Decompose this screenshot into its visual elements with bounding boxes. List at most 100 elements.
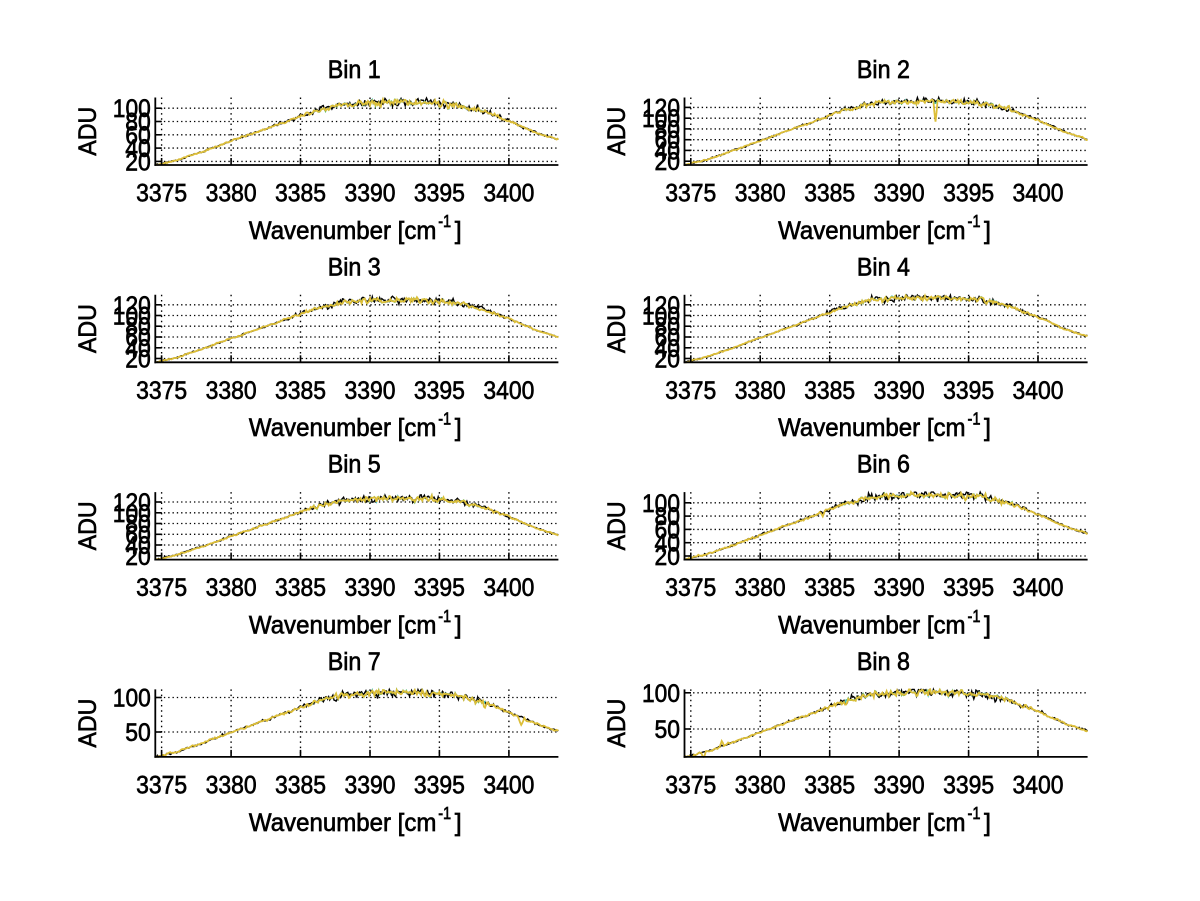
svg-text:40: 40 (655, 137, 681, 165)
svg-text:-1: -1 (438, 211, 451, 231)
svg-text:]: ] (984, 612, 991, 640)
svg-text:3395: 3395 (414, 574, 465, 602)
svg-text:Bin 1: Bin 1 (328, 56, 381, 84)
svg-text:120: 120 (113, 292, 151, 320)
svg-text:60: 60 (125, 122, 151, 150)
svg-text:ADU: ADU (74, 501, 102, 550)
svg-text:3380: 3380 (735, 377, 786, 405)
svg-text:100: 100 (113, 303, 151, 331)
svg-text:3375: 3375 (665, 377, 716, 405)
svg-text:3380: 3380 (735, 574, 786, 602)
svg-text:3375: 3375 (136, 180, 187, 208)
svg-text:3390: 3390 (874, 377, 925, 405)
svg-text:3380: 3380 (206, 180, 257, 208)
svg-text:3395: 3395 (943, 180, 994, 208)
svg-text:]: ] (984, 217, 991, 245)
svg-text:20: 20 (125, 346, 151, 374)
svg-text:Wavenumber [cm: Wavenumber [cm (249, 612, 437, 640)
svg-text:]: ] (984, 809, 991, 837)
svg-text:3400: 3400 (1013, 377, 1064, 405)
svg-text:3390: 3390 (345, 772, 396, 800)
svg-text:40: 40 (125, 532, 151, 560)
svg-text:120: 120 (113, 489, 151, 517)
svg-text:20: 20 (655, 543, 681, 571)
svg-text:20: 20 (125, 543, 151, 571)
svg-text:100: 100 (642, 490, 680, 518)
svg-text:3390: 3390 (874, 574, 925, 602)
svg-text:Wavenumber [cm: Wavenumber [cm (249, 217, 437, 245)
svg-text:3400: 3400 (1013, 180, 1064, 208)
svg-text:3400: 3400 (1013, 574, 1064, 602)
svg-text:3385: 3385 (275, 180, 326, 208)
svg-text:ADU: ADU (74, 304, 102, 353)
svg-text:60: 60 (125, 324, 151, 352)
svg-text:-1: -1 (968, 606, 981, 626)
svg-text:Bin 5: Bin 5 (328, 451, 381, 479)
svg-text:3390: 3390 (345, 377, 396, 405)
svg-text:3380: 3380 (206, 377, 257, 405)
svg-text:Wavenumber [cm: Wavenumber [cm (249, 809, 437, 837)
svg-text:80: 80 (125, 109, 151, 137)
svg-text:40: 40 (655, 335, 681, 363)
svg-text:Wavenumber [cm: Wavenumber [cm (778, 217, 966, 245)
svg-text:3380: 3380 (735, 772, 786, 800)
svg-text:120: 120 (642, 94, 680, 122)
svg-text:3385: 3385 (804, 772, 855, 800)
svg-text:Bin 6: Bin 6 (857, 451, 910, 479)
svg-text:50: 50 (125, 719, 151, 747)
svg-text:100: 100 (113, 685, 151, 713)
svg-text:100: 100 (642, 105, 680, 133)
svg-text:20: 20 (125, 148, 151, 176)
svg-text:40: 40 (125, 135, 151, 163)
svg-text:3400: 3400 (1013, 772, 1064, 800)
svg-text:120: 120 (642, 292, 680, 320)
svg-text:60: 60 (655, 324, 681, 352)
svg-text:-1: -1 (968, 803, 981, 823)
svg-text:50: 50 (655, 716, 681, 744)
svg-text:100: 100 (113, 500, 151, 528)
svg-text:ADU: ADU (603, 304, 631, 353)
svg-text:3395: 3395 (943, 574, 994, 602)
svg-text:3375: 3375 (136, 772, 187, 800)
svg-text:Wavenumber [cm: Wavenumber [cm (778, 414, 966, 442)
svg-text:3400: 3400 (483, 574, 534, 602)
svg-text:3390: 3390 (874, 772, 925, 800)
svg-text:ADU: ADU (74, 699, 102, 748)
svg-text:ADU: ADU (603, 501, 631, 550)
svg-text:3400: 3400 (483, 377, 534, 405)
svg-text:100: 100 (642, 303, 680, 331)
svg-text:-1: -1 (438, 409, 451, 429)
svg-text:3395: 3395 (414, 180, 465, 208)
svg-text:40: 40 (125, 335, 151, 363)
svg-text:3400: 3400 (483, 180, 534, 208)
svg-text:-1: -1 (438, 803, 451, 823)
svg-text:Bin 2: Bin 2 (857, 56, 910, 84)
svg-text:Wavenumber [cm: Wavenumber [cm (778, 809, 966, 837)
svg-text:3385: 3385 (275, 772, 326, 800)
svg-text:]: ] (455, 809, 462, 837)
svg-text:20: 20 (655, 148, 681, 176)
svg-text:Wavenumber [cm: Wavenumber [cm (249, 414, 437, 442)
svg-text:]: ] (984, 414, 991, 442)
svg-text:3380: 3380 (206, 574, 257, 602)
svg-text:3380: 3380 (735, 180, 786, 208)
svg-text:3385: 3385 (275, 574, 326, 602)
svg-text:60: 60 (125, 521, 151, 549)
svg-text:3390: 3390 (345, 574, 396, 602)
svg-text:3390: 3390 (874, 180, 925, 208)
svg-text:3375: 3375 (136, 574, 187, 602)
svg-text:3400: 3400 (483, 772, 534, 800)
svg-text:80: 80 (655, 116, 681, 144)
svg-text:80: 80 (655, 313, 681, 341)
svg-text:80: 80 (125, 313, 151, 341)
svg-text:100: 100 (642, 680, 680, 708)
svg-text:Wavenumber [cm: Wavenumber [cm (778, 612, 966, 640)
svg-text:]: ] (455, 414, 462, 442)
svg-text:100: 100 (113, 95, 151, 123)
svg-text:3385: 3385 (804, 574, 855, 602)
svg-text:-1: -1 (968, 409, 981, 429)
svg-text:3390: 3390 (345, 180, 396, 208)
svg-text:80: 80 (655, 503, 681, 531)
svg-text:3375: 3375 (665, 180, 716, 208)
svg-text:ADU: ADU (603, 107, 631, 156)
